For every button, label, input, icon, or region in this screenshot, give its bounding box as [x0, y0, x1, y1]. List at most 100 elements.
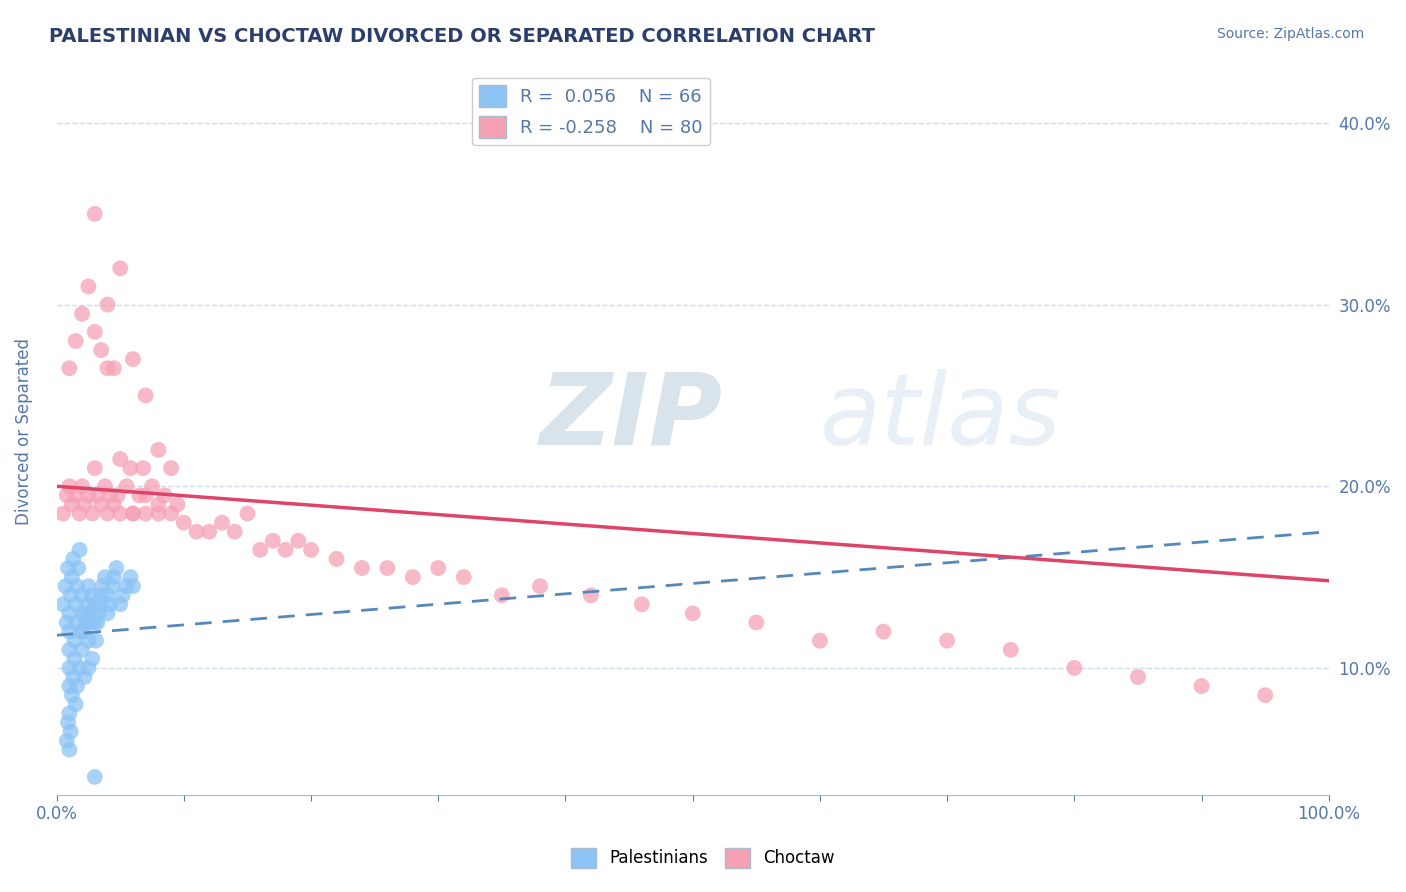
- Point: [63, 652, 86, 666]
- Point: [128, 488, 150, 502]
- Point: [115, 579, 138, 593]
- Point: [120, 570, 142, 584]
- Point: [77, 279, 100, 293]
- Point: [65, 615, 87, 630]
- Point: [86, 615, 108, 630]
- Point: [82, 652, 104, 666]
- Legend: Palestinians, Choctaw: Palestinians, Choctaw: [565, 841, 841, 875]
- Point: [96, 361, 118, 376]
- Point: [66, 579, 89, 593]
- Point: [98, 488, 121, 502]
- Point: [69, 507, 91, 521]
- Point: [84, 633, 107, 648]
- Point: [110, 598, 132, 612]
- Point: [69, 661, 91, 675]
- Point: [83, 615, 105, 630]
- Point: [630, 598, 652, 612]
- Point: [96, 298, 118, 312]
- Point: [103, 570, 125, 584]
- Point: [83, 598, 105, 612]
- Point: [148, 498, 170, 512]
- Point: [377, 561, 399, 575]
- Point: [186, 524, 208, 539]
- Point: [89, 598, 111, 612]
- Text: Source: ZipAtlas.com: Source: ZipAtlas.com: [1216, 27, 1364, 41]
- Point: [63, 633, 86, 648]
- Point: [72, 624, 94, 639]
- Point: [249, 542, 271, 557]
- Point: [58, 607, 80, 621]
- Point: [59, 724, 82, 739]
- Point: [70, 479, 93, 493]
- Point: [110, 452, 132, 467]
- Point: [83, 325, 105, 339]
- Point: [135, 488, 157, 502]
- Point: [59, 588, 82, 602]
- Point: [75, 615, 97, 630]
- Point: [70, 642, 93, 657]
- Point: [56, 733, 79, 747]
- Point: [62, 552, 84, 566]
- Point: [77, 661, 100, 675]
- Point: [1254, 688, 1277, 702]
- Point: [58, 642, 80, 657]
- Point: [122, 507, 145, 521]
- Point: [682, 607, 704, 621]
- Point: [52, 507, 75, 521]
- Point: [79, 615, 101, 630]
- Point: [70, 588, 93, 602]
- Point: [120, 461, 142, 475]
- Point: [101, 579, 124, 593]
- Point: [80, 607, 103, 621]
- Point: [141, 479, 163, 493]
- Point: [58, 742, 80, 756]
- Point: [453, 570, 475, 584]
- Y-axis label: Divorced or Separated: Divorced or Separated: [15, 338, 32, 525]
- Text: ZIP: ZIP: [540, 368, 723, 466]
- Point: [1000, 642, 1022, 657]
- Point: [198, 524, 221, 539]
- Point: [153, 488, 176, 502]
- Point: [60, 570, 83, 584]
- Point: [56, 615, 79, 630]
- Point: [274, 542, 297, 557]
- Point: [94, 570, 117, 584]
- Point: [236, 507, 259, 521]
- Point: [94, 479, 117, 493]
- Point: [579, 588, 602, 602]
- Point: [110, 261, 132, 276]
- Legend: R =  0.056    N = 66, R = -0.258    N = 80: R = 0.056 N = 66, R = -0.258 N = 80: [471, 78, 710, 145]
- Point: [65, 488, 87, 502]
- Point: [58, 361, 80, 376]
- Point: [122, 352, 145, 367]
- Point: [87, 607, 110, 621]
- Point: [96, 607, 118, 621]
- Point: [107, 488, 129, 502]
- Point: [745, 615, 768, 630]
- Point: [122, 579, 145, 593]
- Point: [122, 507, 145, 521]
- Point: [83, 461, 105, 475]
- Point: [58, 661, 80, 675]
- Point: [58, 706, 80, 721]
- Point: [77, 633, 100, 648]
- Point: [70, 607, 93, 621]
- Point: [65, 698, 87, 712]
- Point: [427, 561, 450, 575]
- Point: [65, 334, 87, 348]
- Point: [60, 688, 83, 702]
- Point: [83, 770, 105, 784]
- Point: [69, 542, 91, 557]
- Point: [65, 598, 87, 612]
- Point: [60, 498, 83, 512]
- Point: [73, 670, 96, 684]
- Point: [402, 570, 425, 584]
- Point: [56, 488, 79, 502]
- Point: [148, 507, 170, 521]
- Point: [56, 561, 79, 575]
- Point: [67, 561, 90, 575]
- Point: [325, 552, 347, 566]
- Point: [82, 507, 104, 521]
- Point: [1191, 679, 1213, 693]
- Point: [111, 588, 134, 602]
